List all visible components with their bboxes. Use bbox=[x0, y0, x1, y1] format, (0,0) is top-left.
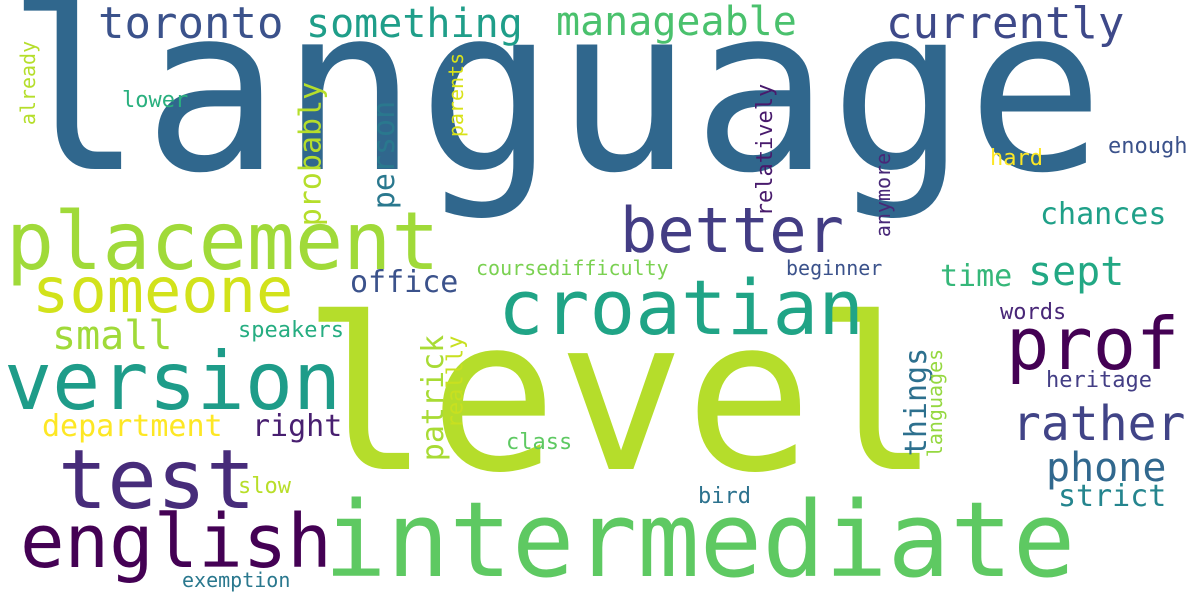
word-time: time bbox=[940, 259, 1013, 294]
word-strict: strict bbox=[1058, 479, 1167, 514]
word-lower: lower bbox=[122, 88, 189, 113]
word-heritage: heritage bbox=[1046, 368, 1152, 393]
word-bird: bird bbox=[698, 484, 751, 509]
word-phone: phone bbox=[1046, 445, 1167, 491]
word-parents: parents bbox=[444, 52, 469, 138]
word-sept: sept bbox=[1028, 249, 1125, 295]
word-chances: chances bbox=[1040, 197, 1167, 232]
word-hard: hard bbox=[990, 146, 1043, 171]
word-relatively: relatively bbox=[753, 83, 779, 217]
word-level: level bbox=[302, 272, 941, 519]
word-small: small bbox=[52, 313, 173, 359]
word-office: office bbox=[350, 265, 459, 300]
word-person: person bbox=[367, 100, 403, 210]
word-words: words bbox=[1000, 300, 1067, 325]
word-prof: prof bbox=[1006, 302, 1180, 386]
word-class: class bbox=[506, 430, 573, 455]
word-anymore: anymore bbox=[871, 152, 896, 238]
word-reallly: reallly bbox=[443, 335, 469, 429]
word-enough: enough bbox=[1108, 134, 1188, 159]
word-intermediate: intermediate bbox=[324, 479, 1076, 600]
word-placement: placement bbox=[6, 195, 440, 288]
word-slow: slow bbox=[238, 474, 291, 499]
word-rather: rather bbox=[1012, 396, 1186, 452]
word-right: right bbox=[252, 409, 343, 444]
word-language: language bbox=[6, 0, 1105, 223]
word-speakers: speakers bbox=[238, 318, 344, 343]
word-exemption: exemption bbox=[182, 568, 291, 592]
word-currently: currently bbox=[886, 0, 1125, 49]
word-coursedifficulty: coursedifficulty bbox=[476, 256, 669, 280]
word-someone: someone bbox=[32, 254, 294, 327]
word-probably: probably bbox=[293, 81, 329, 227]
word-version: version bbox=[4, 335, 342, 428]
word-test: test bbox=[58, 433, 256, 528]
word-something: something bbox=[306, 1, 523, 47]
word-department: department bbox=[42, 409, 223, 444]
word-toronto: toronto bbox=[98, 0, 284, 49]
word-better: better bbox=[620, 194, 844, 267]
word-manageable: manageable bbox=[556, 0, 797, 45]
word-croatian: croatian bbox=[498, 263, 865, 352]
word-english: english bbox=[20, 499, 332, 585]
word-already: already bbox=[16, 40, 41, 126]
word-languages: languages bbox=[923, 348, 948, 458]
word-beginner: beginner bbox=[786, 256, 883, 280]
